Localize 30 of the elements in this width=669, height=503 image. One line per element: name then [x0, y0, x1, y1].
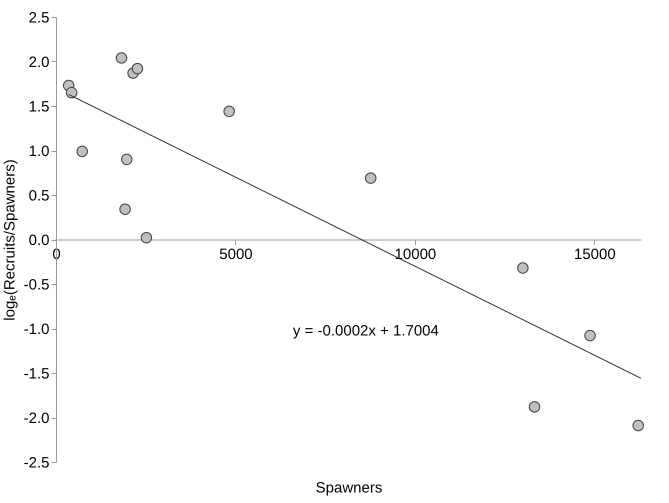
x-tick-label: 5000 [219, 246, 253, 263]
point [119, 204, 131, 215]
y-tick-label: 1.0 [28, 143, 50, 160]
point [632, 420, 644, 432]
annotation: y = -0.0002x + 1.7004 [292, 322, 439, 340]
y-tick-label: 2.5 [28, 10, 50, 26]
x-tick-label: 10000 [394, 246, 436, 263]
x-tick-label: 15000 [574, 246, 616, 263]
y-tick-label: 1.5 [28, 98, 50, 116]
x-axis-title: Spawners [316, 480, 382, 496]
y-tick-label: -0.5 [24, 276, 50, 294]
point [132, 62, 144, 74]
y-tick-label: -1.5 [24, 366, 50, 382]
point [140, 232, 152, 244]
point [584, 330, 596, 342]
y-tick-label: -2.5 [24, 454, 50, 472]
point [223, 106, 235, 118]
y-tick-label: -1.0 [24, 321, 50, 338]
y-axis-title: logₑ(Recruits/Spawners) [2, 159, 19, 321]
point [66, 86, 78, 98]
point [116, 52, 128, 64]
point [528, 401, 540, 413]
y-tick-label: -2.0 [24, 410, 50, 427]
point [364, 172, 376, 184]
point [76, 146, 88, 158]
point [121, 154, 133, 166]
point [517, 262, 529, 274]
y-tick-label: 0.0 [28, 232, 50, 249]
y-tick-label: 0.5 [28, 188, 50, 204]
y-tick-label: 2.0 [28, 54, 50, 71]
